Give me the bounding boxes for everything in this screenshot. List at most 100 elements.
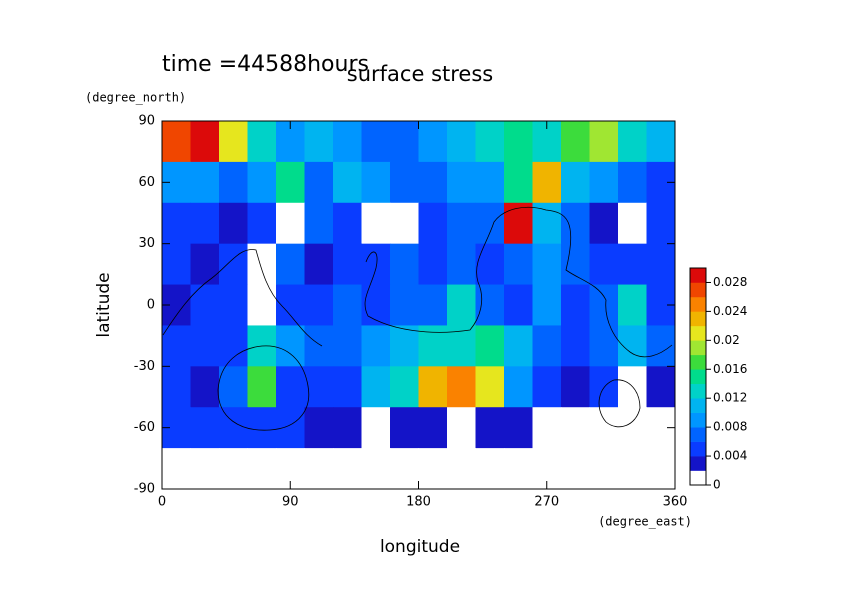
colorbar: 0 0.004 0.008 0.012 0.016 0.02 0.024 0.028 <box>690 268 747 492</box>
field-cell <box>219 284 248 326</box>
field-cell <box>333 366 362 408</box>
field-cell <box>247 366 277 408</box>
field-cell <box>304 202 334 245</box>
field-cell <box>247 407 277 449</box>
field-cell <box>504 325 533 367</box>
field-cell <box>532 407 562 449</box>
field-cell <box>504 243 533 286</box>
colorbar-tick-label: 0.028 <box>713 275 747 289</box>
field-cell <box>504 407 533 449</box>
field-cell <box>304 121 334 163</box>
field-cell <box>390 202 419 245</box>
field-cell <box>190 325 220 367</box>
field-cell <box>447 366 476 408</box>
field-cell <box>219 121 248 163</box>
field-cell <box>190 284 220 326</box>
field-cell <box>418 366 448 408</box>
field-cell <box>561 121 590 163</box>
field-cell <box>247 243 277 286</box>
field-cell <box>190 161 220 204</box>
field-cell <box>532 325 562 367</box>
field-cell <box>361 325 391 367</box>
subtitle: time =44588hours <box>162 52 369 77</box>
coastline <box>162 249 323 347</box>
field-cell <box>475 121 505 163</box>
colorbar-tick-label: 0.012 <box>713 391 747 405</box>
field-cell <box>561 284 590 326</box>
y-tick-label: 90 <box>138 114 155 129</box>
field-cell <box>361 161 391 204</box>
colorbar-bin <box>690 340 706 356</box>
field-cell <box>646 243 676 286</box>
field-cell <box>418 243 448 286</box>
field-cell <box>589 407 619 449</box>
field-cell <box>219 202 248 245</box>
field-cell <box>276 202 305 245</box>
field-cell <box>304 284 334 326</box>
colorbar-frame <box>689 267 707 486</box>
field-cell <box>333 161 362 204</box>
field-cell <box>618 407 647 449</box>
field-cell <box>190 448 220 490</box>
field-cell <box>247 121 277 163</box>
field-cell <box>475 448 505 490</box>
field-cell <box>162 202 191 245</box>
chart-title: surface stress <box>347 62 493 86</box>
colorbar-bin <box>690 369 706 385</box>
field-cell <box>190 202 220 245</box>
x-axis-label: longitude <box>380 537 460 557</box>
y-tick-label: 60 <box>138 175 155 190</box>
field-cell <box>162 366 191 408</box>
field-cell <box>447 121 476 163</box>
x-tick-label: 180 <box>406 495 431 510</box>
field-cell <box>418 448 448 490</box>
field-cell <box>333 121 362 163</box>
field-cell <box>162 243 191 286</box>
field-cell <box>361 202 391 245</box>
field-cell <box>589 243 619 286</box>
field-cell <box>646 202 676 245</box>
colorbar-tick-label: 0.024 <box>713 304 747 318</box>
field-cell <box>333 243 362 286</box>
field-cell <box>219 407 248 449</box>
field-cell <box>361 121 391 163</box>
field-cell <box>504 161 533 204</box>
field-cell <box>561 243 590 286</box>
field-cell <box>276 325 305 367</box>
field-cell <box>418 284 448 326</box>
colorbar-bin <box>690 383 706 399</box>
field-cell <box>390 366 419 408</box>
field-cell <box>418 121 448 163</box>
field-cell <box>304 448 334 490</box>
coastline <box>364 206 673 358</box>
field-cell <box>190 243 220 286</box>
field-cell <box>304 161 334 204</box>
field-cell <box>532 243 562 286</box>
field-cell <box>276 407 305 449</box>
field-cell <box>475 243 505 286</box>
y-axis-label: latitude <box>94 272 114 337</box>
field-cell <box>532 161 562 204</box>
field-cell <box>276 161 305 204</box>
field-cell <box>475 284 505 326</box>
field-cell <box>390 243 419 286</box>
field-cell <box>532 202 562 245</box>
field-cell <box>304 325 334 367</box>
field-cell <box>447 284 476 326</box>
colorbar-tick-label: 0.016 <box>713 362 747 376</box>
y-tick-label: 30 <box>138 236 155 251</box>
y-unit: (degree_north) <box>85 91 186 105</box>
colorbar-bin <box>690 412 706 428</box>
coastline <box>217 345 310 431</box>
field-cell <box>618 325 647 367</box>
field-cell <box>219 243 248 286</box>
field-cell <box>589 121 619 163</box>
coastlines <box>162 206 673 431</box>
field-cell <box>504 366 533 408</box>
field-cell <box>219 366 248 408</box>
field-cell <box>219 161 248 204</box>
field-cell <box>561 161 590 204</box>
field-cell <box>589 448 619 490</box>
field-cell <box>561 366 590 408</box>
